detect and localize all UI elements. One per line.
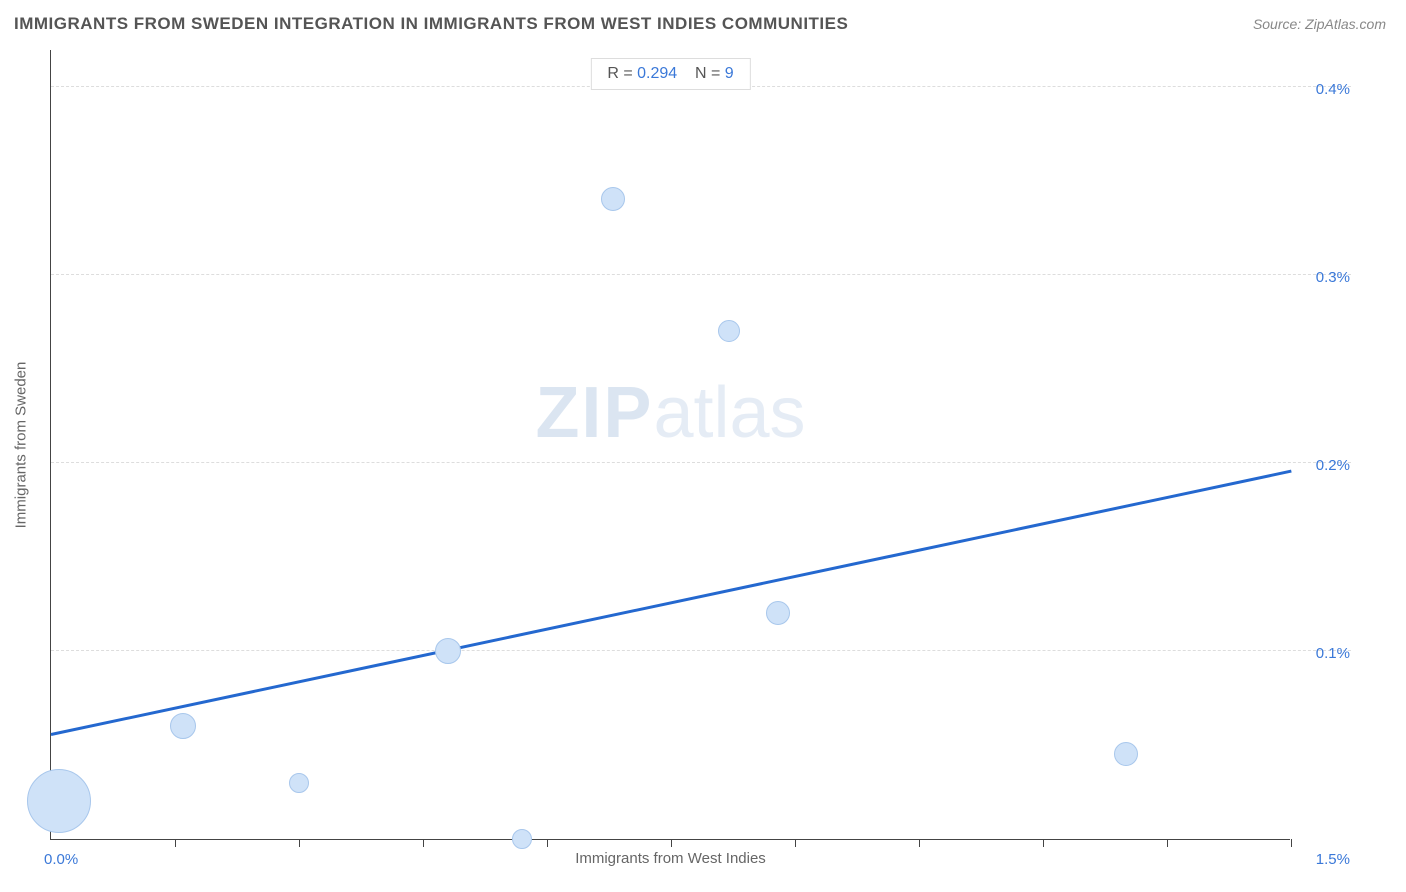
y-tick-label: 0.2% — [1316, 457, 1350, 474]
gridline — [51, 462, 1351, 463]
scatter-plot: ZIPatlas R = 0.294 N = 9 Immigrants from… — [50, 50, 1290, 840]
data-point[interactable] — [435, 638, 461, 664]
x-tick — [1043, 839, 1044, 847]
x-tick — [919, 839, 920, 847]
data-point[interactable] — [289, 773, 309, 793]
r-value: 0.294 — [637, 65, 677, 82]
chart-title: IMMIGRANTS FROM SWEDEN INTEGRATION IN IM… — [14, 14, 848, 34]
x-tick — [175, 839, 176, 847]
source-attribution: Source: ZipAtlas.com — [1253, 16, 1386, 32]
y-axis-label: Immigrants from Sweden — [13, 361, 30, 528]
x-tick — [299, 839, 300, 847]
data-point[interactable] — [27, 769, 91, 833]
header: IMMIGRANTS FROM SWEDEN INTEGRATION IN IM… — [0, 0, 1406, 40]
data-point[interactable] — [718, 320, 740, 342]
data-point[interactable] — [601, 187, 625, 211]
x-tick — [795, 839, 796, 847]
x-max-label: 1.5% — [1316, 851, 1350, 868]
x-axis-label: Immigrants from West Indies — [575, 850, 766, 867]
data-point[interactable] — [1114, 742, 1138, 766]
watermark: ZIPatlas — [535, 372, 805, 454]
gridline — [51, 274, 1351, 275]
n-value: 9 — [725, 65, 734, 82]
data-point[interactable] — [170, 713, 196, 739]
x-min-label: 0.0% — [44, 851, 78, 868]
x-tick — [671, 839, 672, 847]
trend-line — [51, 469, 1292, 735]
data-point[interactable] — [512, 829, 532, 849]
gridline — [51, 650, 1351, 651]
x-tick — [1291, 839, 1292, 847]
data-point[interactable] — [766, 601, 790, 625]
x-tick — [1167, 839, 1168, 847]
y-tick-label: 0.3% — [1316, 269, 1350, 286]
stats-legend: R = 0.294 N = 9 — [590, 58, 750, 90]
watermark-light: atlas — [653, 373, 805, 453]
chart-area: ZIPatlas R = 0.294 N = 9 Immigrants from… — [50, 50, 1350, 840]
x-tick — [423, 839, 424, 847]
n-label: N = — [695, 65, 720, 82]
watermark-bold: ZIP — [535, 373, 653, 453]
r-label: R = — [607, 65, 632, 82]
x-tick — [547, 839, 548, 847]
y-tick-label: 0.1% — [1316, 645, 1350, 662]
y-tick-label: 0.4% — [1316, 81, 1350, 98]
